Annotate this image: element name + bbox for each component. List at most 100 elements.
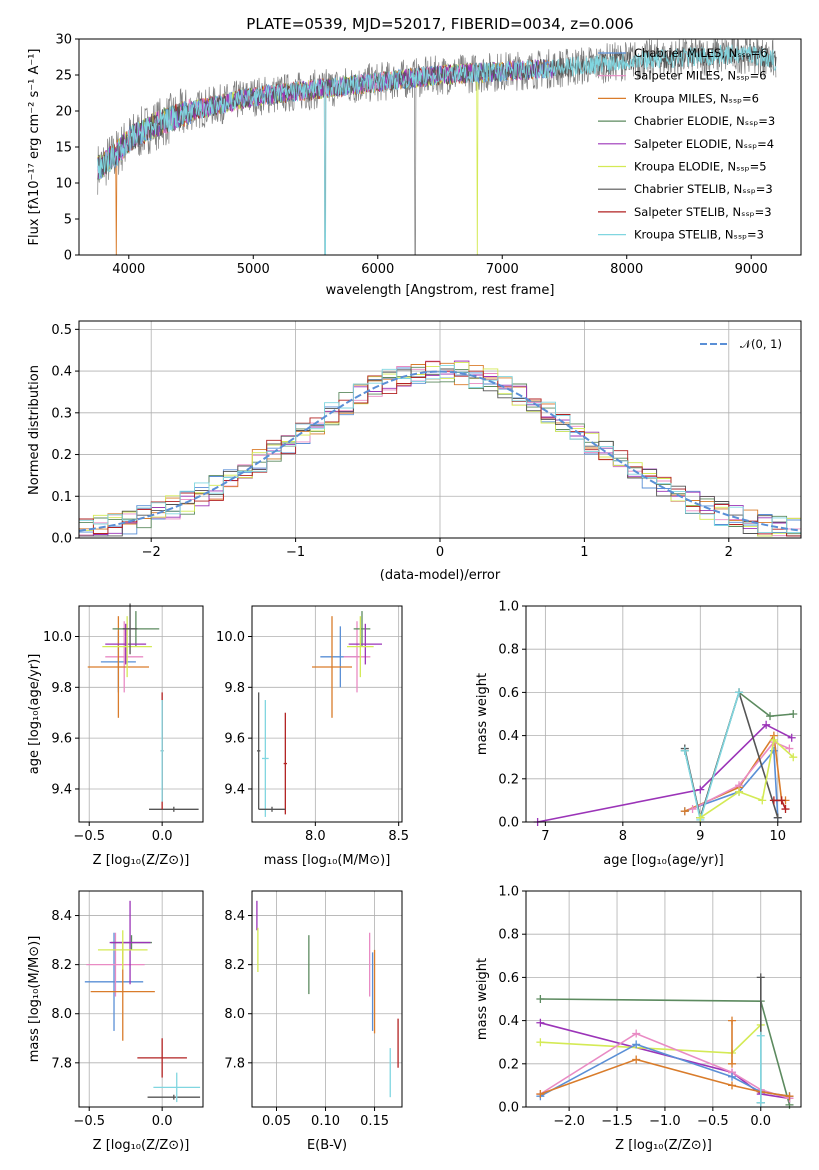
- legend-label: Chabrier STELIB, Nₛₛₚ=3: [634, 182, 773, 196]
- legend-label: Kroupa MILES, Nₛₛₚ=6: [634, 91, 759, 105]
- age-vs-Z-panel: −0.5 0.0 9.4 9.6 9.8 10.0 Z [log₁₀(Z/Z⊙)] age […: [27, 603, 204, 868]
- y-tick-label: 10: [55, 177, 72, 192]
- mass-weight-marker: [787, 733, 796, 742]
- x-tick-label: 2: [725, 545, 733, 560]
- gaussian-curve: [78, 370, 802, 532]
- y-tick-label: 0.4: [498, 1014, 519, 1029]
- spectrum-title: PLATE=0539, MJD=52017, FIBERID=0034, z=0…: [246, 15, 633, 33]
- massweight-vs-Z-xlabel: Z [log₁₀(Z/Z⊙)]: [615, 1138, 712, 1153]
- x-tick-label: 1: [580, 545, 588, 560]
- legend-label: Salpeter MILES, Nₛₛₚ=6: [634, 69, 767, 83]
- errorbar-point: [343, 621, 371, 693]
- x-tick-label: 9000: [735, 262, 768, 277]
- mass-vs-ebv-xlabel: E(B-V): [307, 1138, 347, 1153]
- y-tick-label: 25: [55, 69, 72, 84]
- errorbar-point: [105, 623, 147, 665]
- mass-weight-marker: [536, 995, 545, 1003]
- y-tick-label: 0.4: [51, 365, 72, 380]
- mass-weight-marker: [789, 753, 798, 762]
- legend-label: Salpeter STELIB, Nₛₛₚ=3: [634, 205, 772, 219]
- y-tick-label: 0.1: [51, 490, 72, 505]
- mass-weight-line: [537, 723, 793, 823]
- x-tick-label: 8: [619, 829, 627, 844]
- residual-panel: −2 −1 0 1 2 0.0 0.1 0.2 0.3 0.4 0.5 (data-model)/e…: [27, 320, 802, 583]
- spectrum-xlabel: wavelength [Angstrom, rest frame]: [326, 283, 555, 298]
- x-tick-label: 8.5: [388, 829, 409, 844]
- x-tick-label: 10: [769, 829, 786, 844]
- mass-weight-marker: [536, 1038, 545, 1047]
- legend-label: Kroupa ELODIE, Nₛₛₚ=5: [634, 160, 767, 174]
- gaussian-legend-label: 𝒩(0, 1): [740, 337, 782, 351]
- y-tick-label: 8.2: [51, 958, 72, 973]
- y-tick-label: 0.6: [498, 686, 519, 701]
- y-tick-label: 0.4: [498, 729, 519, 744]
- x-tick-label: 7000: [486, 262, 519, 277]
- y-tick-label: 0.0: [498, 1101, 519, 1116]
- age-vs-mass-frame: [251, 605, 403, 823]
- mass-weight-marker: [781, 805, 790, 814]
- massweight-vs-Z-frame: [525, 890, 802, 1108]
- mass-weight-marker: [536, 1018, 545, 1027]
- mass-vs-ebv-frame: [251, 890, 403, 1108]
- x-tick-label: 7: [541, 829, 549, 844]
- massweight-vs-age-xlabel: age [log₁₀(age/yr)]: [603, 853, 724, 868]
- y-tick-label: 9.4: [224, 782, 245, 797]
- mass-weight-marker: [688, 805, 697, 814]
- errorbar-point: [109, 900, 151, 985]
- legend-label: Salpeter ELODIE, Nₛₛₚ=4: [634, 137, 774, 151]
- mass-weight-marker: [680, 746, 689, 755]
- mass-weight-marker: [632, 1029, 641, 1038]
- massweight-vs-Z-ylabel: mass weight: [475, 958, 490, 1040]
- x-tick-label: −1.0: [649, 1114, 681, 1129]
- y-tick-label: 0.0: [498, 816, 519, 831]
- y-tick-label: 0: [64, 249, 72, 264]
- mass-weight-marker: [680, 807, 689, 816]
- mass-vs-Z-xlabel: Z [log₁₀(Z/Z⊙)]: [93, 1138, 190, 1153]
- y-tick-label: 10.0: [43, 630, 72, 645]
- mass-vs-ebv-panel: 0.05 0.10 0.15 7.8 8.0 8.2 8.4 E(B-V): [224, 890, 403, 1153]
- y-tick-label: 9.8: [51, 681, 72, 696]
- x-tick-label: −0.5: [73, 1114, 105, 1129]
- x-tick-label: 4000: [112, 262, 145, 277]
- mass-weight-marker: [756, 973, 765, 982]
- mass-weight-marker: [762, 720, 771, 729]
- mass-weight-marker: [632, 1055, 641, 1064]
- model-spectrum-line: [97, 44, 777, 255]
- errorbar-point: [86, 932, 145, 997]
- y-tick-label: 7.8: [51, 1056, 72, 1071]
- y-tick-label: 1.0: [498, 600, 519, 615]
- x-tick-label: 9: [696, 829, 704, 844]
- x-tick-label: −1: [286, 545, 305, 560]
- y-tick-label: 0.2: [498, 772, 519, 787]
- errorbar-point: [102, 616, 152, 678]
- mass-weight-marker: [728, 1016, 737, 1025]
- y-tick-label: 8.0: [224, 1007, 245, 1022]
- mass-weight-marker: [769, 796, 778, 805]
- errorbar-point: [105, 621, 144, 693]
- x-tick-label: 0.0: [750, 1114, 771, 1129]
- y-tick-label: 0.6: [498, 971, 519, 986]
- errorbar-point: [87, 616, 150, 718]
- mass-weight-marker: [728, 1059, 737, 1068]
- mass-weight-marker: [785, 1092, 794, 1101]
- mass-weight-marker: [789, 710, 798, 718]
- x-tick-label: −2: [142, 545, 161, 560]
- x-tick-label: 5000: [237, 262, 270, 277]
- y-tick-label: 5: [64, 213, 72, 228]
- mass-weight-marker: [785, 744, 794, 753]
- mass-weight-marker: [773, 813, 782, 822]
- errorbar-point: [149, 806, 199, 812]
- errorbar-point: [283, 712, 287, 815]
- mass-weight-marker: [696, 813, 705, 822]
- y-tick-label: 8.4: [51, 909, 72, 924]
- errorbar-point: [347, 616, 374, 678]
- legend-label: Kroupa STELIB, Nₛₛₚ=3: [634, 228, 764, 242]
- errorbar-point: [137, 1038, 187, 1078]
- mass-weight-marker: [756, 1098, 765, 1107]
- mass-weight-line: [684, 748, 779, 818]
- y-tick-label: 8.2: [224, 958, 245, 973]
- errorbar-point: [258, 806, 286, 812]
- spectrum-legend: Chabrier MILES, Nₛₛₚ=6 Salpeter MILES, Nₛ…: [598, 46, 775, 242]
- x-tick-label: 0.0: [152, 1114, 173, 1129]
- mass-vs-Z-frame: [78, 890, 204, 1108]
